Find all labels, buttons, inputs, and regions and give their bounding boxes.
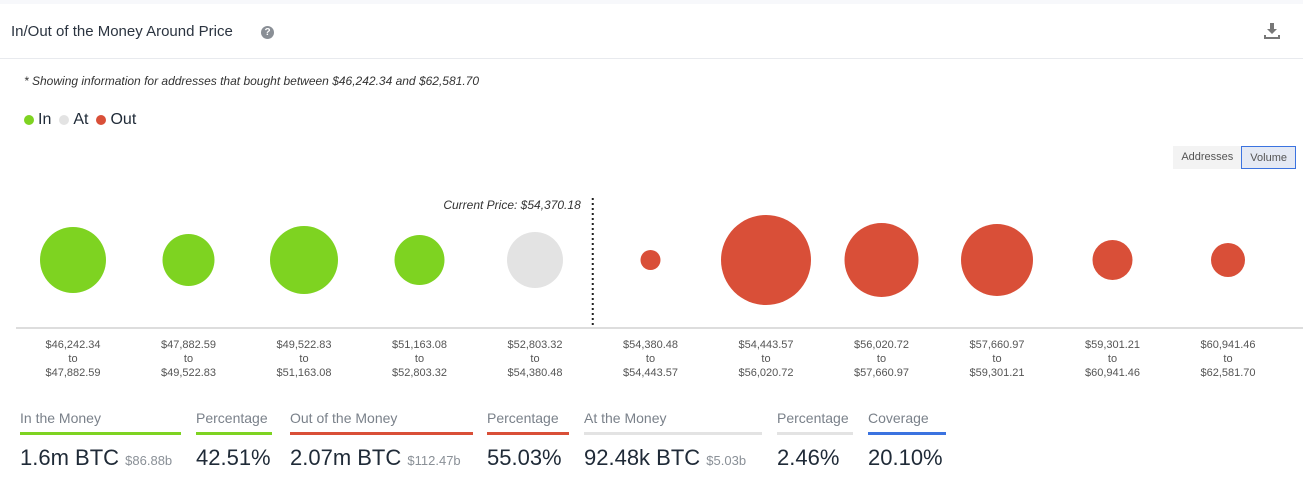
bubble-out bbox=[1092, 240, 1133, 280]
bin-label-to-word: to bbox=[1108, 353, 1117, 365]
stat-value-row: 2.46% bbox=[777, 445, 853, 471]
bin-label-to-word: to bbox=[184, 353, 193, 365]
bubble-out bbox=[961, 224, 1033, 296]
bubble-in bbox=[394, 235, 445, 285]
bin-label-to-word: to bbox=[530, 353, 539, 365]
bin-label-to: $59,301.21 bbox=[969, 367, 1024, 379]
stat-label: At the Money bbox=[584, 410, 762, 435]
bin-label-to: $54,443.57 bbox=[623, 367, 678, 379]
stat-label: In the Money bbox=[20, 410, 181, 435]
bubble-out bbox=[721, 215, 811, 305]
volume-button[interactable]: Volume bbox=[1241, 146, 1296, 169]
download-icon[interactable] bbox=[1263, 22, 1281, 40]
bin-label-to: $62,581.70 bbox=[1200, 367, 1255, 379]
bin-label-from: $52,803.32 bbox=[507, 339, 562, 351]
bin-label-to-word: to bbox=[877, 353, 886, 365]
bin-label-from: $60,941.46 bbox=[1200, 339, 1255, 351]
bin-label-to: $60,941.46 bbox=[1085, 367, 1140, 379]
card-header: In/Out of the Money Around Price ? bbox=[0, 4, 1303, 59]
legend-item-at[interactable]: At bbox=[59, 111, 88, 129]
stat-usd-value: $86.88b bbox=[125, 453, 173, 468]
bin-label-to-word: to bbox=[299, 353, 308, 365]
bin-label-to-word: to bbox=[761, 353, 770, 365]
bin-label-from: $56,020.72 bbox=[854, 339, 909, 351]
range-note: * Showing information for addresses that… bbox=[24, 74, 479, 88]
card: In/Out of the Money Around Price ? * Sho… bbox=[0, 4, 1303, 503]
stat-in-the-money: In the Money 1.6m BTC $86.88b bbox=[20, 410, 181, 471]
legend-dot bbox=[24, 115, 34, 125]
bubble-chart: $46,242.34 to $47,882.59 $47,882.59 to $49,52… bbox=[16, 198, 1303, 379]
stat-value-row: 1.6m BTC $86.88b bbox=[20, 445, 181, 471]
legend: In At Out bbox=[24, 111, 136, 129]
bubble-in bbox=[40, 227, 106, 293]
metric-toggle: Addresses Volume bbox=[1173, 146, 1296, 169]
bubble-out bbox=[1211, 243, 1245, 277]
stat-out-of-the-money: Out of the Money 2.07m BTC $112.47b bbox=[290, 410, 473, 471]
bin-label-to: $57,660.97 bbox=[854, 367, 909, 379]
stat-label: Percentage bbox=[487, 410, 569, 435]
bin-label-to-word: to bbox=[1223, 353, 1232, 365]
stat-value-row: 2.07m BTC $112.47b bbox=[290, 445, 473, 471]
stat-value-row: 42.51% bbox=[196, 445, 272, 471]
bin-label-to-word: to bbox=[992, 353, 1001, 365]
stat-usd-value: $5.03b bbox=[706, 453, 747, 468]
bin-label-to-word: to bbox=[68, 353, 77, 365]
question-circle-icon[interactable]: ? bbox=[261, 26, 274, 39]
bin-label-from: $54,443.57 bbox=[738, 339, 793, 351]
stat-value-row: 55.03% bbox=[487, 445, 569, 471]
legend-dot bbox=[96, 115, 107, 125]
legend-dot bbox=[59, 115, 70, 125]
addresses-button[interactable]: Addresses bbox=[1173, 146, 1242, 169]
bin-label-from: $57,660.97 bbox=[969, 339, 1024, 351]
stat-value: 20.10% bbox=[868, 445, 943, 470]
legend-label: Out bbox=[110, 111, 137, 128]
current-price-label: Current Price: $54,370.18 bbox=[443, 198, 581, 212]
bin-label-from: $46,242.34 bbox=[45, 339, 100, 351]
stat-at-the-money: At the Money 92.48k BTC $5.03b bbox=[584, 410, 762, 471]
legend-item-in[interactable]: In bbox=[24, 111, 51, 129]
stat-value-row: 20.10% bbox=[868, 445, 946, 471]
bin-label-to: $51,163.08 bbox=[276, 367, 331, 379]
bin-label-to: $49,522.83 bbox=[161, 367, 216, 379]
bin-label-from: $54,380.48 bbox=[623, 339, 678, 351]
page-title: In/Out of the Money Around Price bbox=[11, 23, 233, 40]
bin-label-to-word: to bbox=[415, 353, 424, 365]
bin-label-to: $47,882.59 bbox=[45, 367, 100, 379]
bin-label-from: $47,882.59 bbox=[161, 339, 216, 351]
stat-coverage: Coverage 20.10% bbox=[868, 410, 946, 471]
bubble-at bbox=[507, 232, 563, 288]
stat-value: 92.48k BTC bbox=[584, 445, 701, 470]
bubble-in bbox=[162, 234, 215, 286]
stat-label: Out of the Money bbox=[290, 410, 473, 435]
bin-label-from: $49,522.83 bbox=[276, 339, 331, 351]
stat-value: 2.46% bbox=[777, 445, 840, 470]
stat-value: 2.07m BTC bbox=[290, 445, 402, 470]
stat-value: 55.03% bbox=[487, 445, 562, 470]
stat-label: Percentage bbox=[777, 410, 853, 435]
bubble-out bbox=[844, 223, 919, 297]
bin-label-to-word: to bbox=[646, 353, 655, 365]
bubble-out bbox=[640, 250, 661, 270]
legend-label: At bbox=[73, 111, 89, 128]
bin-label-from: $51,163.08 bbox=[392, 339, 447, 351]
stat-percentage: Percentage 42.51% bbox=[196, 410, 272, 471]
bubble-in bbox=[270, 226, 338, 294]
stat-value: 42.51% bbox=[196, 445, 271, 470]
stat-label: Percentage bbox=[196, 410, 272, 435]
bin-label-from: $59,301.21 bbox=[1085, 339, 1140, 351]
bin-label-to: $54,380.48 bbox=[507, 367, 562, 379]
stat-usd-value: $112.47b bbox=[407, 453, 461, 468]
stat-value-row: 92.48k BTC $5.03b bbox=[584, 445, 762, 471]
stat-label: Coverage bbox=[868, 410, 946, 435]
bin-label-to: $56,020.72 bbox=[738, 367, 793, 379]
stat-percentage: Percentage 55.03% bbox=[487, 410, 569, 471]
bin-label-to: $52,803.32 bbox=[392, 367, 447, 379]
legend-label: In bbox=[38, 111, 52, 128]
legend-item-out[interactable]: Out bbox=[96, 111, 136, 129]
stat-percentage: Percentage 2.46% bbox=[777, 410, 853, 471]
stat-value: 1.6m BTC bbox=[20, 445, 120, 470]
